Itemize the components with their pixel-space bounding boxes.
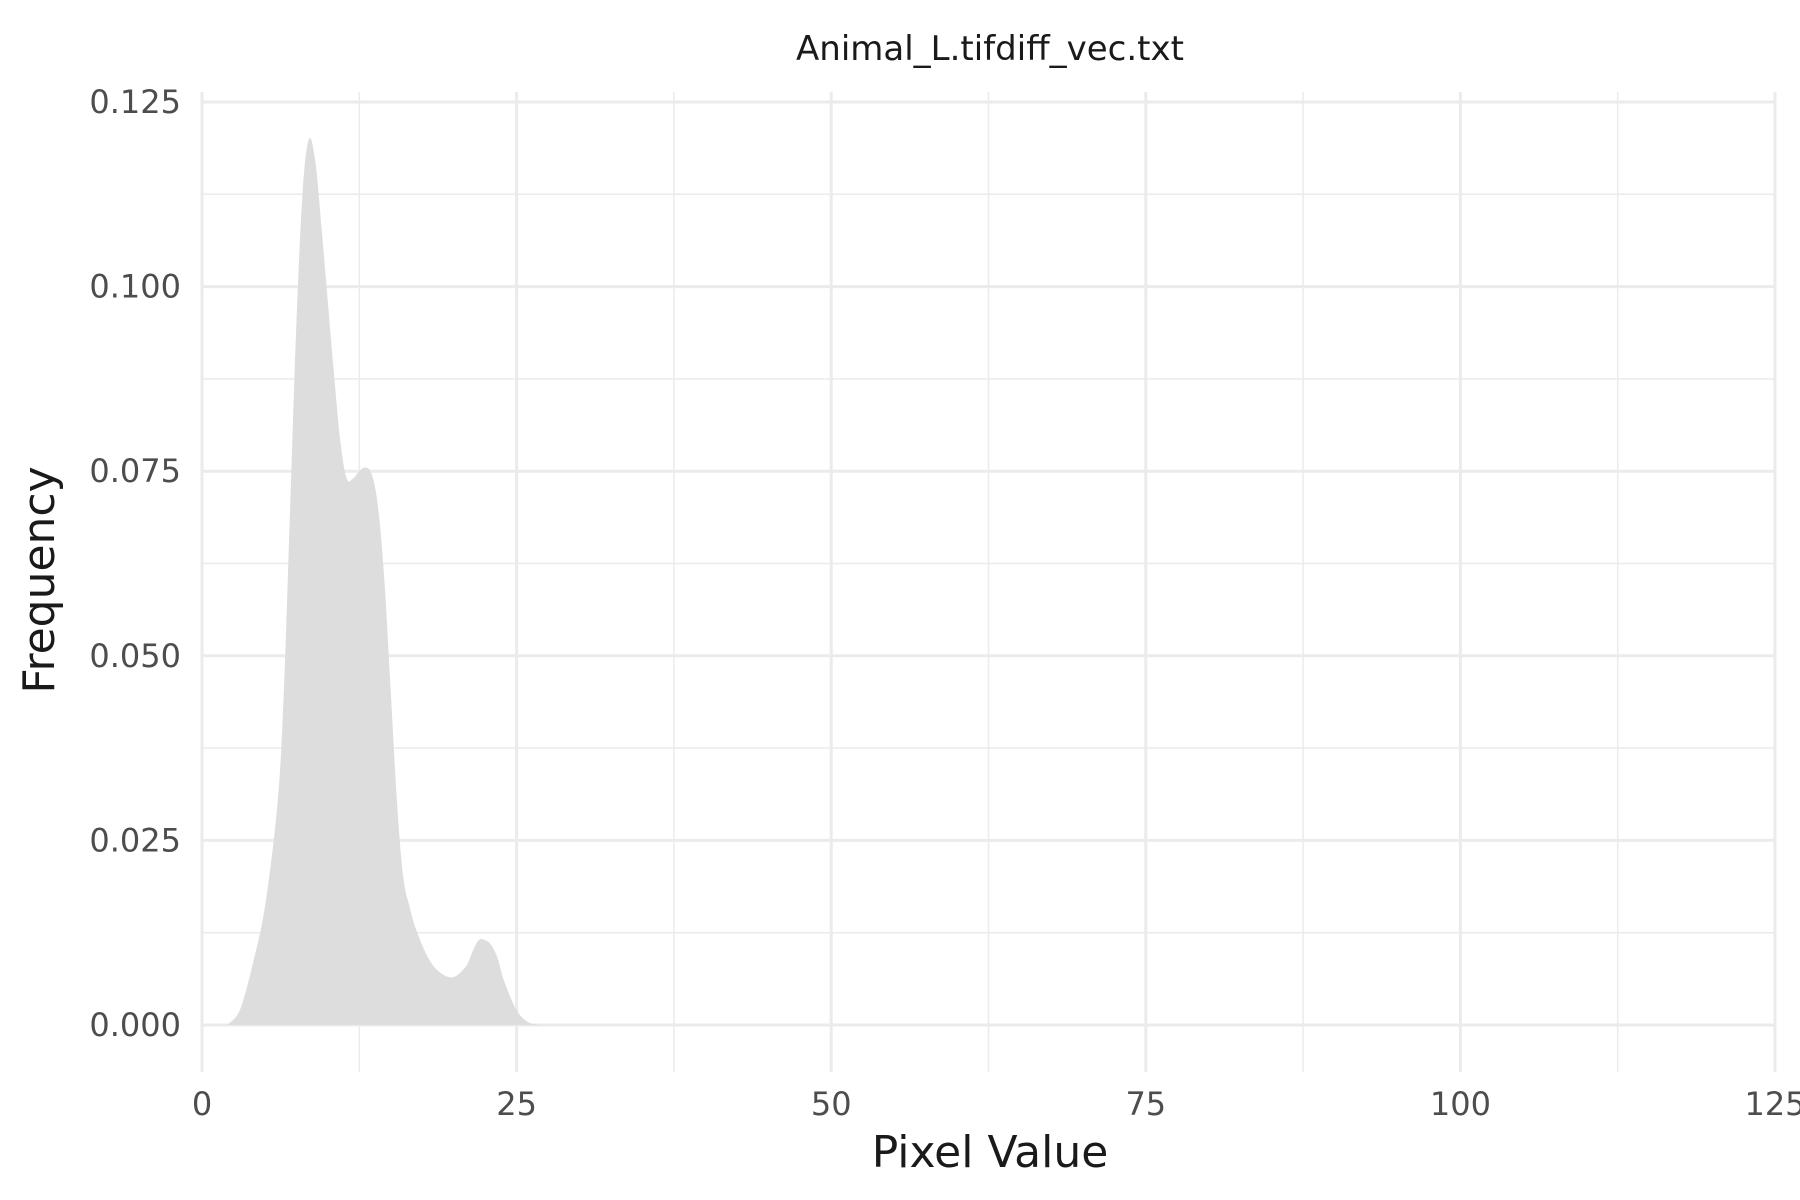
major-gridlines xyxy=(200,92,1777,1072)
y-tick-label: 0.075 xyxy=(89,452,181,490)
minor-gridlines xyxy=(202,92,1775,1072)
y-tick-label: 0.000 xyxy=(89,1006,181,1044)
chart-title: Animal_L.tifdiff_vec.txt xyxy=(796,29,1184,69)
x-axis-title: Pixel Value xyxy=(872,1127,1109,1178)
x-tick-label: 75 xyxy=(1125,1085,1166,1123)
y-tick-label: 0.025 xyxy=(89,821,181,859)
x-tick-label: 100 xyxy=(1430,1085,1491,1123)
y-axis-ticks: 0.000 0.025 0.050 0.075 0.100 0.125 xyxy=(89,83,181,1044)
y-tick-label: 0.050 xyxy=(89,637,181,675)
density-area xyxy=(227,137,542,1025)
x-tick-label: 125 xyxy=(1744,1085,1800,1123)
y-tick-label: 0.100 xyxy=(89,268,181,306)
x-tick-label: 0 xyxy=(192,1085,212,1123)
y-tick-label: 0.125 xyxy=(89,83,181,121)
y-axis-title: Frequency xyxy=(14,466,65,693)
x-axis-ticks: 0 25 50 75 100 125 xyxy=(192,1085,1800,1123)
x-tick-label: 25 xyxy=(496,1085,537,1123)
x-tick-label: 50 xyxy=(811,1085,852,1123)
